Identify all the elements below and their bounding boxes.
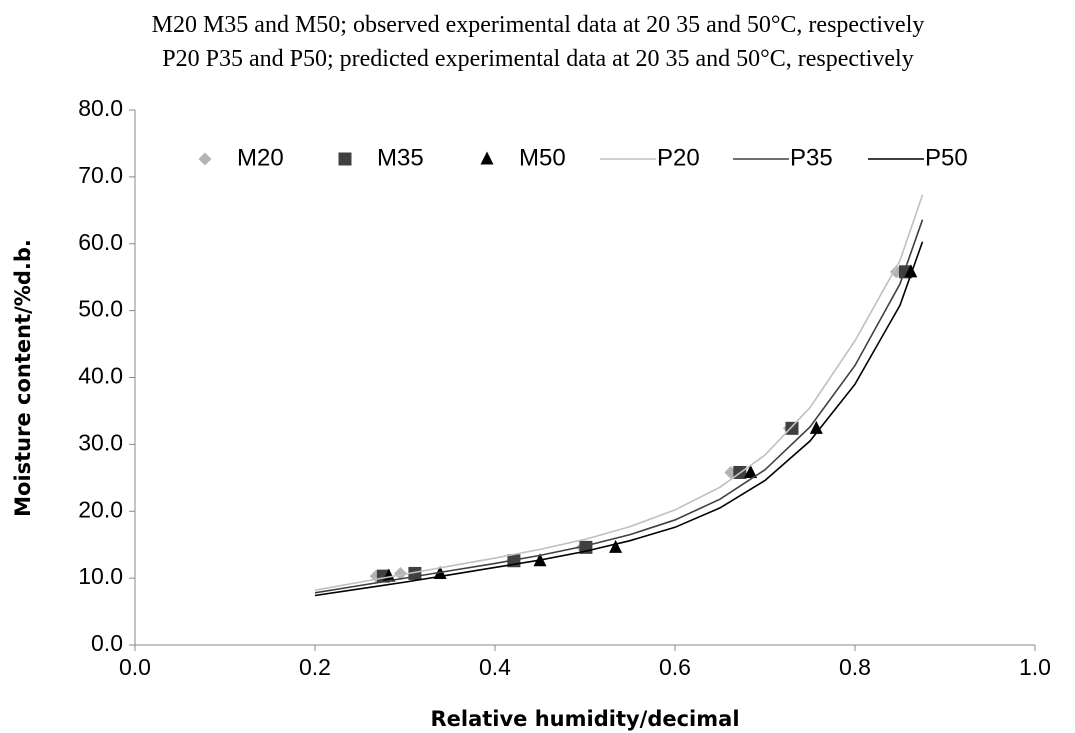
line-series bbox=[314, 241, 924, 597]
data-point bbox=[744, 464, 758, 478]
legend-label: P35 bbox=[790, 144, 833, 171]
x-tick-label: 0.6 bbox=[659, 654, 691, 680]
data-point bbox=[809, 420, 823, 434]
y-tick-label: 80.0 bbox=[78, 95, 123, 121]
x-tick-label: 0.8 bbox=[839, 654, 871, 680]
y-tick-label: 10.0 bbox=[78, 563, 123, 589]
y-axis-title: Moisture content/%d.b. bbox=[11, 239, 35, 517]
annotation: M20 M35 and M50; observed experimental d… bbox=[152, 12, 925, 38]
annotation: P20 P35 and P50; predicted experimental … bbox=[162, 46, 913, 72]
legend-swatch bbox=[338, 152, 352, 166]
line-series bbox=[314, 219, 924, 594]
data-point bbox=[785, 421, 799, 435]
y-tick-label: 50.0 bbox=[78, 296, 123, 322]
legend-label: M35 bbox=[377, 144, 424, 171]
legend-label: M20 bbox=[237, 144, 284, 171]
y-tick-label: 30.0 bbox=[78, 429, 123, 455]
x-tick-label: 0.2 bbox=[299, 654, 331, 680]
x-axis-title: Relative humidity/decimal bbox=[430, 707, 739, 731]
legend-label: P20 bbox=[657, 144, 700, 171]
y-tick-label: 20.0 bbox=[78, 496, 123, 522]
data-point bbox=[609, 539, 623, 553]
x-tick-label: 0.0 bbox=[119, 654, 151, 680]
y-tick-label: 40.0 bbox=[78, 363, 123, 389]
y-tick-label: 70.0 bbox=[78, 162, 123, 188]
data-point bbox=[394, 566, 407, 580]
line-series bbox=[314, 194, 924, 591]
legend-label: M50 bbox=[519, 144, 566, 171]
legend-swatch bbox=[480, 151, 494, 165]
y-tick-label: 0.0 bbox=[91, 630, 123, 656]
legend-swatch bbox=[198, 152, 212, 166]
data-point bbox=[904, 264, 918, 278]
legend-label: P50 bbox=[925, 144, 968, 171]
x-tick-label: 0.4 bbox=[479, 654, 511, 680]
y-tick-label: 60.0 bbox=[78, 229, 123, 255]
x-tick-label: 1.0 bbox=[1019, 654, 1051, 680]
